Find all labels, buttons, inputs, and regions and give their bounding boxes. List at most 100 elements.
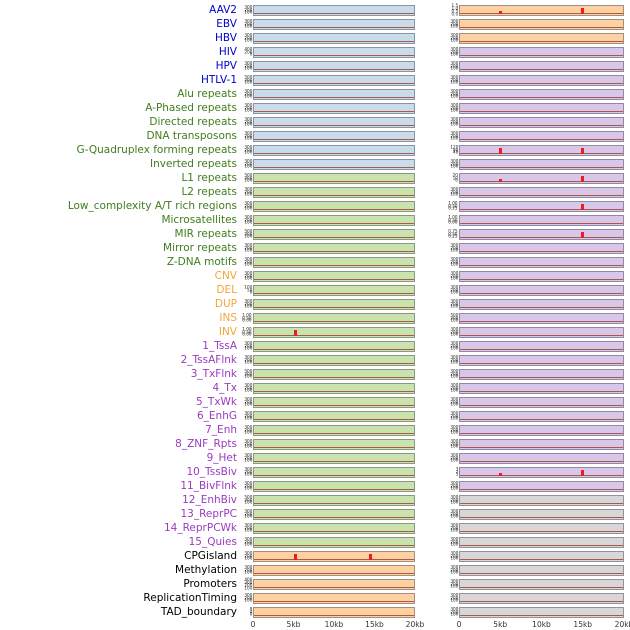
baseline-trace	[460, 40, 623, 42]
y-tick-label: 200	[243, 483, 252, 489]
track-panel-right	[459, 522, 624, 534]
y-tick-label: 300	[243, 410, 252, 416]
track-row: Microsatellites 300 200 100 1.00 0.50 0.00	[0, 213, 624, 227]
y-tick-values: 300 200 100	[450, 481, 458, 490]
baseline-trace	[460, 180, 623, 182]
y-tick-label: 100	[243, 360, 252, 365]
y-tick-label: 300	[243, 298, 252, 304]
track-row: CNV 300 200 100 300 200 100	[0, 269, 624, 283]
track-panel-left	[253, 4, 415, 16]
y-tick-label: 0.50	[448, 231, 458, 237]
track-label: 6_EnhG	[196, 410, 237, 422]
track-panel-left	[253, 368, 415, 380]
y-tick-values: 300 200 100	[243, 551, 252, 561]
y-tick-values: 300 200 100	[243, 89, 252, 98]
y-tick-label: 0	[455, 178, 458, 183]
y-tick-label: 200	[449, 21, 458, 27]
y-tick-values: 300 200 100	[244, 243, 252, 252]
y-tick-label: 100	[243, 80, 252, 85]
y-tick-label: 300	[449, 340, 458, 346]
y-axis-ticks-right: 300 200 100	[443, 101, 459, 115]
x-tick-label: 5kb	[493, 620, 508, 629]
baseline-trace	[254, 348, 414, 350]
y-tick-values: 500 300 100	[244, 229, 252, 238]
y-tick-values: 300 200 100	[243, 131, 252, 140]
y-tick-label: 300	[449, 326, 458, 332]
y-tick-label: 200	[243, 539, 252, 545]
baseline-trace	[254, 460, 414, 462]
y-axis-ticks-left: 300 200 100	[237, 297, 253, 311]
y-tick-label: 200	[449, 133, 458, 139]
y-axis-ticks-left: 300 200 100	[237, 591, 253, 605]
y-tick-label: 300	[449, 315, 458, 321]
y-tick-values: 300 200 100	[243, 509, 252, 519]
track-panel-right	[459, 508, 624, 520]
track-panel-right	[459, 606, 624, 618]
y-tick-label: 100	[243, 514, 252, 519]
y-tick-label: 200	[449, 525, 458, 531]
y-axis-ticks-right: 300 200 100	[443, 297, 459, 311]
y-tick-label: 200	[243, 133, 252, 139]
y-tick-values: 300 200 100	[450, 537, 458, 546]
track-label: INV	[218, 326, 237, 338]
y-tick-label: 300	[243, 522, 252, 528]
y-tick-label: 300	[449, 522, 458, 528]
y-tick-label: 200	[449, 455, 458, 461]
track-panel-left	[253, 18, 415, 30]
y-axis-ticks-right: 300 200 100	[443, 87, 459, 101]
y-tick-values: 300 200 100	[243, 467, 252, 477]
y-tick-values: 300 200 100	[449, 131, 458, 140]
track-label: 2_TssAFlnk	[180, 354, 237, 366]
baseline-trace	[254, 334, 414, 336]
track-row: 1_TssA 300 200 100 300 200 100	[0, 339, 624, 353]
y-tick-label: 300	[243, 186, 252, 192]
y-tick-label: 100	[449, 556, 458, 561]
y-tick-label: 200	[449, 63, 458, 69]
y-tick-label: 200	[243, 35, 252, 41]
y-tick-label: 300	[449, 564, 458, 570]
y-axis-ticks-left: 300 200 100	[237, 17, 253, 31]
track-label: DNA transposons	[146, 130, 237, 142]
y-tick-label: 100	[449, 346, 458, 351]
y-tick-values: 300 200 100	[244, 425, 252, 434]
y-tick-values: 1.00 0.50 0.00	[243, 313, 252, 322]
baseline-trace	[254, 138, 414, 140]
x-tick-label: 20kb	[614, 620, 630, 629]
y-tick-label: 100	[243, 66, 252, 71]
y-axis-ticks-right: 300 200 100	[443, 31, 459, 45]
y-tick-values: 500 300 100	[243, 75, 252, 85]
y-tick-label: 300	[243, 480, 252, 486]
y-tick-label: 100	[449, 94, 458, 99]
y-axis-ticks-left: 300 200 100	[237, 549, 253, 563]
track-label: EBV	[216, 18, 237, 30]
y-axis-ticks-right: 0.75 0.50 0.25	[443, 227, 459, 241]
y-tick-label: 100	[243, 556, 252, 561]
track-row: TAD_boundary 8 4 0 300 200 100	[0, 605, 624, 619]
y-tick-label: 300	[449, 88, 458, 94]
y-tick-label: 100	[243, 472, 252, 477]
y-axis-ticks-right: 300 200 100	[443, 395, 459, 409]
track-panel-right	[459, 18, 624, 30]
track-panel-left	[253, 270, 415, 282]
y-tick-values: 300 200 100	[450, 355, 458, 364]
y-tick-label: 0.25	[448, 234, 458, 239]
baseline-trace	[460, 530, 623, 532]
baseline-trace	[460, 418, 623, 420]
track-panel-left	[253, 424, 415, 436]
y-tick-label: 500	[243, 494, 252, 500]
track-panel-right	[459, 60, 624, 72]
baseline-trace	[254, 446, 414, 448]
track-panel-right	[459, 172, 624, 184]
y-tick-label: 300	[449, 116, 458, 122]
y-axis-ticks-right: 300 200 100	[443, 45, 459, 59]
track-label: 3_TxFlnk	[190, 368, 237, 380]
y-tick-values: 120 80 40	[450, 145, 458, 154]
y-tick-label: 200	[243, 91, 252, 97]
y-tick-label: 200	[449, 77, 458, 83]
track-label: DEL	[216, 284, 237, 296]
y-tick-label: 20	[452, 172, 458, 178]
baseline-trace	[460, 124, 623, 126]
y-axis-ticks-right: 300 200 100	[443, 381, 459, 395]
y-tick-values: 500 300 100	[449, 313, 458, 322]
y-tick-label: 300	[449, 592, 458, 598]
